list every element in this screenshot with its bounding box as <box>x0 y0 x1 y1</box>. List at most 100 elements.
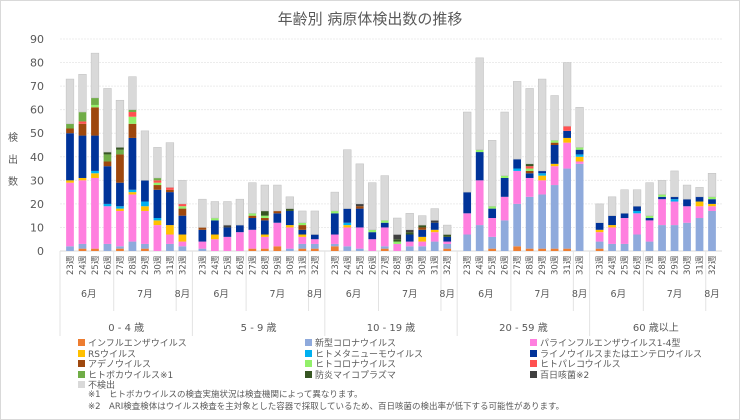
bar-segment <box>248 182 257 214</box>
bar-segment <box>343 246 352 251</box>
x-week-label: 27週 <box>381 255 391 275</box>
bar-segment <box>128 112 137 117</box>
x-week-label: 24週 <box>608 255 618 275</box>
bar-segment <box>525 170 534 174</box>
legend-label: 防炎マイコプラズマ <box>315 370 396 381</box>
bar-segment <box>418 229 427 237</box>
legend-item: 防炎マイコプラズマ <box>305 368 396 381</box>
bar-segment <box>116 210 124 247</box>
bar-segment <box>260 248 269 251</box>
bar-segment <box>500 175 509 178</box>
bar-segment <box>708 199 716 204</box>
legend-swatch <box>78 381 85 388</box>
bar-segment <box>260 236 269 249</box>
bar-segment <box>550 95 559 141</box>
bar-segment <box>260 210 269 216</box>
bar-segment <box>405 234 414 242</box>
bar-segment <box>563 168 571 249</box>
bar-segment <box>198 241 207 249</box>
bar-segment <box>513 168 522 171</box>
bar-segment <box>298 222 307 226</box>
bar-segment <box>178 180 187 205</box>
legend-item: インフルエンザウイルス <box>78 336 187 349</box>
bar-segment <box>223 201 232 226</box>
bar-segment <box>443 248 452 251</box>
bar-segment <box>298 210 307 223</box>
legend-label: ライノウイルスまたはエンテロウイルス <box>540 349 703 360</box>
bar-segment <box>343 227 352 247</box>
x-week-label: 24週 <box>78 255 88 275</box>
bar-segment <box>488 236 497 249</box>
bar-segment <box>405 246 414 251</box>
bar-segment <box>153 180 162 183</box>
bar-segment <box>140 130 150 181</box>
bar-segment <box>418 227 427 230</box>
x-week-label: 23週 <box>596 255 606 275</box>
bar-segment <box>380 222 389 228</box>
bar-segment <box>78 248 87 251</box>
x-week-label: 23週 <box>66 255 76 275</box>
x-age-group-label: 10 - 19 歳 <box>367 322 416 334</box>
bar-segment <box>91 173 99 178</box>
bar-segment <box>116 246 124 249</box>
bar-segment <box>488 206 497 209</box>
bar-segment <box>298 229 307 235</box>
bar-segment <box>116 206 124 209</box>
bar-segment <box>380 175 389 221</box>
bar-segment <box>608 215 616 226</box>
bar-segment <box>260 234 269 237</box>
bar-segment <box>166 225 174 235</box>
x-week-label: 27週 <box>513 255 523 275</box>
legend-swatch <box>78 370 85 378</box>
y-tick-label: 0 <box>37 245 44 258</box>
bar-segment <box>330 246 339 251</box>
bar-segment <box>91 248 99 251</box>
bar-segment <box>475 152 484 181</box>
x-week-label: 23週 <box>198 255 208 275</box>
bar-segment <box>475 180 484 226</box>
bar-segment <box>178 246 187 251</box>
bar-segment <box>78 177 87 181</box>
x-age-group-label: 0 - 4 歳 <box>108 322 144 334</box>
bar-segment <box>475 149 484 153</box>
bar-segment <box>128 189 137 193</box>
bar-segment <box>116 208 124 211</box>
bar-segment <box>66 123 74 129</box>
bar-segment <box>66 182 74 247</box>
x-week-label: 28週 <box>128 255 138 275</box>
bar-segment <box>683 199 691 207</box>
x-week-label: 26週 <box>633 255 643 275</box>
bar-segment <box>525 196 534 249</box>
bar-segment <box>525 173 534 178</box>
bar-segment <box>285 225 294 228</box>
y-tick-label: 80 <box>30 57 44 70</box>
bar-segment <box>595 248 604 251</box>
y-tick-label: 70 <box>30 80 44 93</box>
bar-segment <box>380 227 389 247</box>
legend-label: ヒトコロナウイルス <box>315 360 397 370</box>
bar-segment <box>285 208 294 211</box>
y-tick-label: 90 <box>30 33 44 46</box>
y-tick-label: 10 <box>30 221 44 234</box>
x-week-label: 25週 <box>621 255 631 275</box>
bar-segment <box>343 225 352 228</box>
legend-item: 新型コロナウイルス <box>305 336 396 349</box>
bar-segment <box>91 107 99 136</box>
bar-segment <box>563 137 571 143</box>
bar-segment <box>443 234 452 237</box>
bar-segment <box>430 208 439 221</box>
bar-segment <box>211 234 219 240</box>
x-week-label: 25週 <box>356 255 366 275</box>
legend-label: ヒトメタニューモウイルス <box>315 349 424 360</box>
bar-segment <box>563 142 571 169</box>
bar-segment <box>608 243 616 251</box>
bar-segment <box>500 220 509 251</box>
bar-segment <box>393 243 402 251</box>
bar-segment <box>298 236 307 244</box>
bar-segment <box>463 111 472 193</box>
bar-segment <box>393 217 402 235</box>
bar-segment <box>153 177 162 181</box>
bar-segment <box>91 97 99 105</box>
bar-segment <box>620 243 629 251</box>
